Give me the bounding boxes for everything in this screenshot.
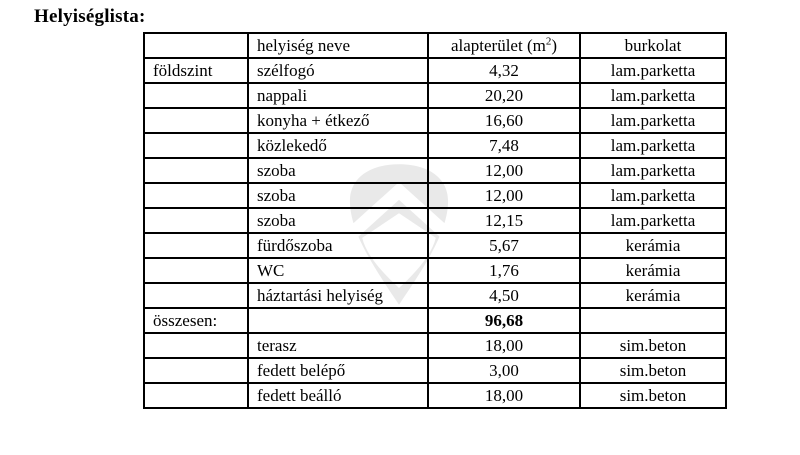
flooring-cell: kerámia: [579, 282, 727, 309]
table-header-row: helyiség neve alapterület (m2) burkolat: [143, 32, 727, 59]
area-cell: 7,48: [427, 132, 581, 159]
floor-cell: [143, 332, 249, 359]
floor-cell: [143, 357, 249, 384]
room-name-cell: fürdőszoba: [247, 232, 429, 259]
floor-cell: földszint: [143, 57, 249, 84]
area-cell: 4,32: [427, 57, 581, 84]
area-cell: 5,67: [427, 232, 581, 259]
room-name-cell: közlekedő: [247, 132, 429, 159]
floor-cell: [143, 107, 249, 134]
area-header-superscript: 2: [545, 35, 552, 48]
room-name-cell: fedett belépő: [247, 357, 429, 384]
area-cell: 12,00: [427, 182, 581, 209]
flooring-cell: kerámia: [579, 257, 727, 284]
table-row: WC 1,76 kerámia: [143, 257, 727, 284]
flooring-cell: lam.parketta: [579, 82, 727, 109]
floor-cell: [143, 132, 249, 159]
table-row: fedett beálló 18,00 sim.beton: [143, 382, 727, 409]
area-cell: 96,68: [427, 307, 581, 334]
room-name-cell: szoba: [247, 157, 429, 184]
area-cell: 3,00: [427, 357, 581, 384]
table-row: konyha + étkező 16,60 lam.parketta: [143, 107, 727, 134]
flooring-cell: lam.parketta: [579, 182, 727, 209]
table-row: terasz 18,00 sim.beton: [143, 332, 727, 359]
floor-cell: [143, 257, 249, 284]
floor-cell: [143, 382, 249, 409]
table-row: földszint szélfogó 4,32 lam.parketta: [143, 57, 727, 84]
flooring-cell: lam.parketta: [579, 157, 727, 184]
room-name-cell: terasz: [247, 332, 429, 359]
area-cell: 20,20: [427, 82, 581, 109]
floor-cell: összesen:: [143, 307, 249, 334]
room-name-cell: szélfogó: [247, 57, 429, 84]
flooring-cell: lam.parketta: [579, 132, 727, 159]
room-name-cell: konyha + étkező: [247, 107, 429, 134]
flooring-cell: sim.beton: [579, 357, 727, 384]
table-row: összesen: 96,68: [143, 307, 727, 334]
room-list-table: helyiség neve alapterület (m2) burkolat …: [143, 32, 727, 409]
table-row: fedett belépő 3,00 sim.beton: [143, 357, 727, 384]
area-cell: 12,15: [427, 207, 581, 234]
area-cell: 4,50: [427, 282, 581, 309]
room-name-cell: háztartási helyiség: [247, 282, 429, 309]
room-name-cell: [247, 307, 429, 334]
flooring-cell: sim.beton: [579, 332, 727, 359]
column-header-floor: [143, 32, 249, 59]
flooring-cell: [579, 307, 727, 334]
floor-cell: [143, 207, 249, 234]
flooring-cell: lam.parketta: [579, 107, 727, 134]
area-cell: 16,60: [427, 107, 581, 134]
table-row: fürdőszoba 5,67 kerámia: [143, 232, 727, 259]
floor-cell: [143, 232, 249, 259]
table-row: közlekedő 7,48 lam.parketta: [143, 132, 727, 159]
page-title: Helyiséglista:: [34, 6, 146, 27]
flooring-cell: sim.beton: [579, 382, 727, 409]
room-name-cell: WC: [247, 257, 429, 284]
floor-cell: [143, 82, 249, 109]
room-name-cell: szoba: [247, 207, 429, 234]
area-header-close-paren: ): [551, 36, 558, 55]
area-cell: 18,00: [427, 332, 581, 359]
area-cell: 1,76: [427, 257, 581, 284]
table-row: szoba 12,00 lam.parketta: [143, 157, 727, 184]
table-row: szoba 12,15 lam.parketta: [143, 207, 727, 234]
table-row: háztartási helyiség 4,50 kerámia: [143, 282, 727, 309]
area-cell: 12,00: [427, 157, 581, 184]
flooring-cell: lam.parketta: [579, 207, 727, 234]
room-name-cell: fedett beálló: [247, 382, 429, 409]
column-header-flooring: burkolat: [579, 32, 727, 59]
column-header-room-name: helyiség neve: [247, 32, 429, 59]
floor-cell: [143, 182, 249, 209]
flooring-cell: lam.parketta: [579, 57, 727, 84]
table-row: szoba 12,00 lam.parketta: [143, 182, 727, 209]
room-table-body: földszint szélfogó 4,32 lam.parketta nappali…: [143, 57, 727, 409]
floor-cell: [143, 157, 249, 184]
area-header-text: alapterület (m: [450, 36, 546, 55]
floor-cell: [143, 282, 249, 309]
area-cell: 18,00: [427, 382, 581, 409]
room-name-cell: szoba: [247, 182, 429, 209]
room-name-cell: nappali: [247, 82, 429, 109]
column-header-area: alapterület (m2): [427, 32, 581, 59]
flooring-cell: kerámia: [579, 232, 727, 259]
table-row: nappali 20,20 lam.parketta: [143, 82, 727, 109]
